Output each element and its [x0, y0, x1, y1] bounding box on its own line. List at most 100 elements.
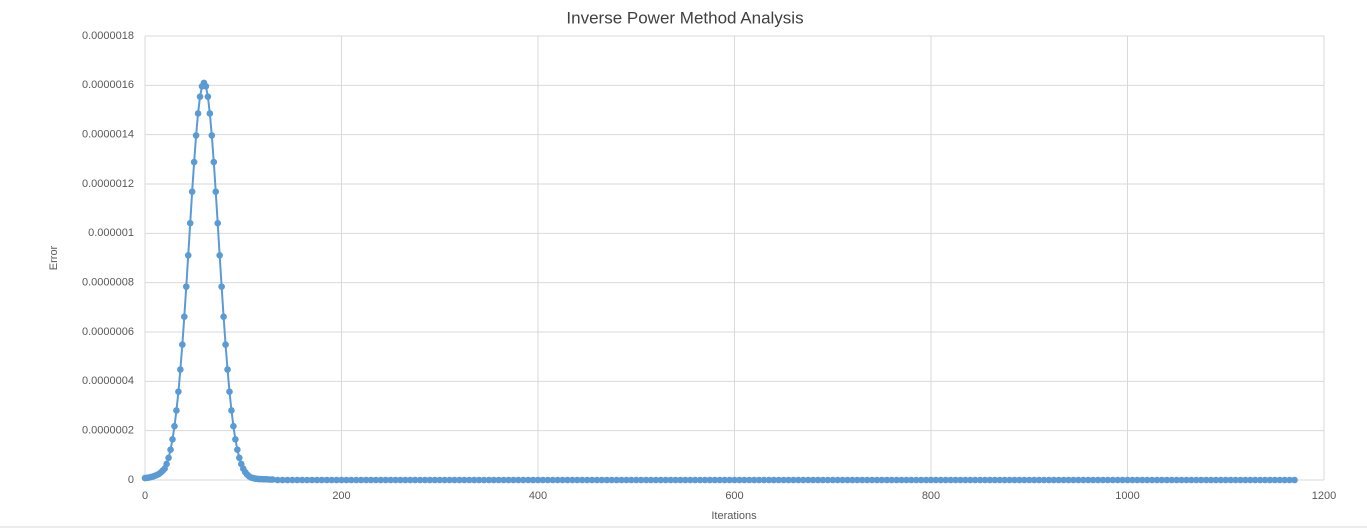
data-point	[165, 454, 172, 462]
data-point	[230, 422, 237, 430]
data-point	[171, 422, 178, 430]
data-point	[421, 476, 429, 484]
data-point	[212, 188, 220, 195]
data-point	[220, 313, 227, 321]
data-point	[202, 83, 210, 90]
data-point	[232, 436, 239, 443]
data-point	[706, 476, 714, 484]
data-point	[293, 476, 301, 484]
data-point	[234, 446, 241, 453]
data-point	[858, 476, 866, 484]
data-point	[1192, 476, 1200, 484]
data-point	[682, 476, 689, 484]
x-axis-title: Iterations	[711, 510, 757, 522]
data-point	[652, 476, 660, 484]
data-point	[500, 476, 507, 484]
data-point	[588, 476, 596, 484]
data-point	[333, 476, 340, 484]
data-point	[549, 476, 557, 484]
data-point	[1109, 476, 1117, 484]
data-point	[308, 476, 316, 484]
data-point	[780, 476, 787, 484]
data-point	[623, 476, 630, 484]
data-point	[569, 476, 576, 484]
data-point	[898, 476, 905, 484]
data-point	[868, 476, 876, 484]
data-point	[1011, 476, 1018, 484]
data-point	[1207, 476, 1215, 484]
data-point	[343, 476, 350, 484]
data-point	[186, 219, 194, 227]
data-point	[578, 476, 586, 484]
data-point	[903, 476, 910, 484]
data-point	[372, 476, 380, 484]
data-point	[1242, 476, 1249, 484]
data-point	[1286, 476, 1293, 484]
data-point	[1261, 476, 1269, 484]
data-point	[637, 476, 645, 484]
data-point	[192, 132, 200, 139]
data-point	[672, 476, 679, 484]
data-point	[1153, 476, 1161, 484]
data-point	[382, 476, 390, 484]
data-point	[834, 476, 841, 484]
data-point	[760, 476, 768, 484]
data-point	[1030, 476, 1038, 484]
x-tick-label: 1200	[1312, 490, 1336, 502]
data-point	[873, 476, 881, 484]
data-point	[392, 476, 399, 484]
data-point	[844, 476, 851, 484]
data-point	[1197, 476, 1205, 484]
data-point	[1129, 476, 1136, 484]
data-point	[397, 476, 404, 484]
data-point	[824, 476, 832, 484]
data-point	[888, 476, 895, 484]
data-point	[1006, 476, 1013, 484]
data-point	[1040, 476, 1048, 484]
data-point	[1202, 476, 1210, 484]
y-tick-label: 0.0000012	[82, 178, 134, 190]
data-point	[814, 476, 822, 484]
data-point	[1016, 476, 1023, 484]
data-point	[981, 476, 989, 484]
data-point	[1183, 476, 1190, 484]
data-point	[210, 158, 218, 166]
data-point	[750, 476, 758, 484]
data-point	[338, 476, 345, 484]
data-point	[574, 476, 581, 484]
data-point	[942, 476, 950, 484]
data-point	[741, 476, 748, 484]
data-point	[1070, 476, 1077, 484]
data-point	[206, 110, 214, 117]
data-point	[947, 476, 954, 484]
data-point	[716, 476, 724, 484]
data-point	[1266, 476, 1274, 484]
data-point	[485, 476, 493, 484]
data-point	[480, 476, 488, 484]
data-point	[849, 476, 856, 484]
data-point	[175, 388, 182, 395]
data-point	[216, 251, 223, 259]
data-point	[1025, 476, 1033, 484]
data-point	[436, 476, 444, 484]
data-point	[1168, 476, 1176, 484]
data-point	[182, 283, 190, 290]
data-point	[377, 476, 385, 484]
data-point	[1251, 476, 1259, 484]
data-point	[218, 283, 225, 290]
data-point	[539, 476, 547, 484]
data-point	[505, 476, 512, 484]
data-point	[726, 476, 733, 484]
data-point	[163, 460, 170, 468]
data-point	[303, 476, 311, 484]
data-point	[1099, 476, 1107, 484]
data-point	[618, 476, 625, 484]
data-point	[224, 366, 231, 373]
data-point	[912, 476, 920, 484]
data-point	[441, 476, 448, 484]
data-point	[971, 476, 979, 484]
data-point	[922, 476, 930, 484]
data-point	[173, 407, 180, 414]
data-point	[770, 476, 778, 484]
